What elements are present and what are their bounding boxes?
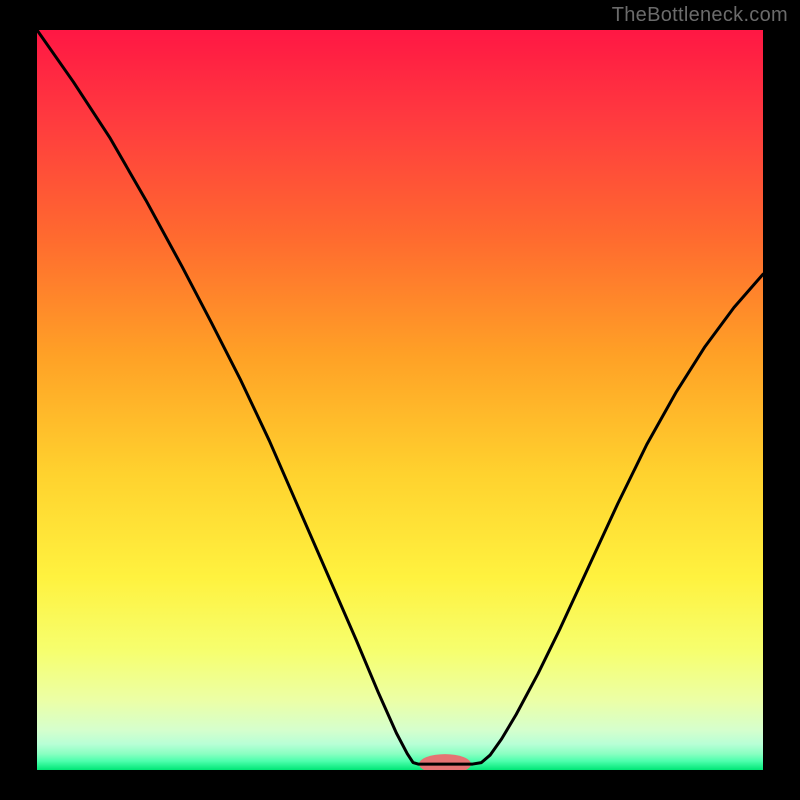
gradient-background xyxy=(37,30,763,770)
watermark-text: TheBottleneck.com xyxy=(612,4,788,27)
chart-container: TheBottleneck.com xyxy=(0,0,800,800)
chart-svg xyxy=(37,30,763,770)
plot-area xyxy=(37,30,763,770)
